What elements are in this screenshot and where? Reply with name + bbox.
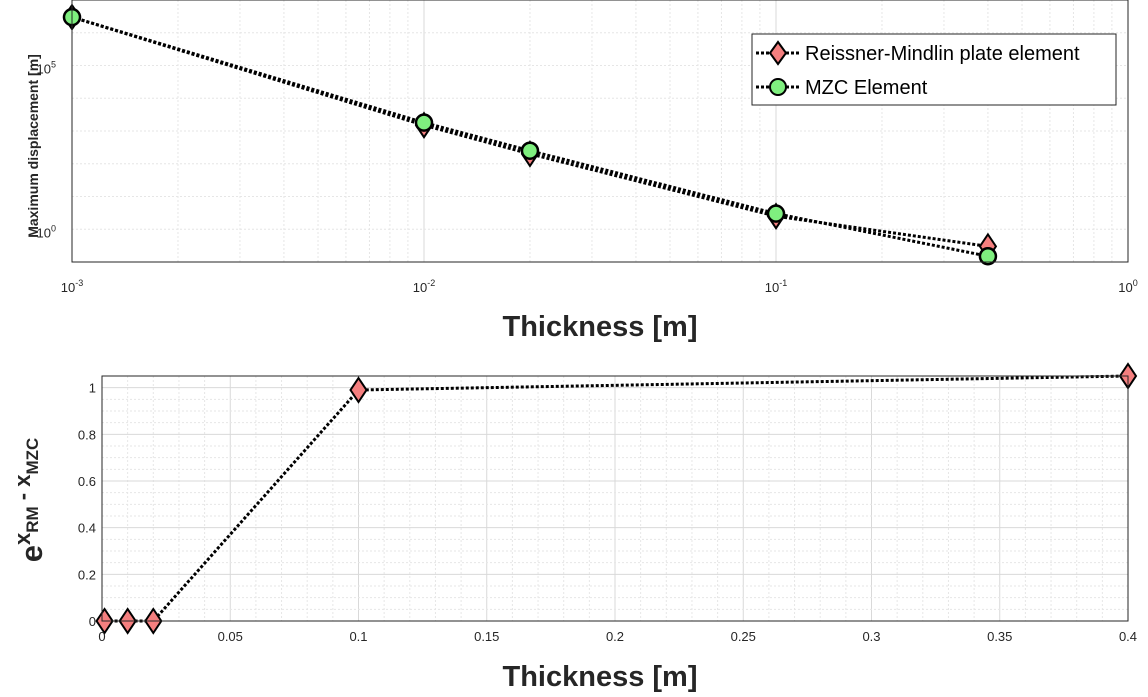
- bottom-x-tick-label: 0.2: [606, 629, 624, 644]
- top-y-tick-labels: 105 100: [37, 60, 56, 241]
- legend-label-mzc: MZC Element: [805, 77, 928, 99]
- bottom-y-axis-label: exRM - xMZC: [10, 438, 49, 563]
- legend-box: [751, 33, 1117, 106]
- top-x-tick-label: 10-2: [413, 278, 435, 295]
- top-x-tick-label: 10-1: [765, 278, 787, 295]
- ylabel-mid: - x: [10, 474, 35, 507]
- top-x-axis-label: Thickness [m]: [503, 311, 698, 343]
- bottom-y-tick-labels: 0 0.2 0.4 0.6 0.8 1: [78, 381, 96, 629]
- legend-marker-mzc: [769, 78, 787, 96]
- bottom-x-tick-label: 0.3: [862, 629, 880, 644]
- top-chart: 10-3 10-2 10-1 100 105 100 Thickness [m] Max…: [25, 0, 1138, 343]
- bottom-axes-box: [101, 375, 1129, 622]
- bottom-x-tick-label: 0.1: [349, 629, 367, 644]
- bottom-x-tick-label: 0.4: [1119, 629, 1137, 644]
- top-x-tick-labels: 10-3 10-2 10-1 100: [61, 278, 1138, 295]
- top-y-tick-label: 105: [37, 60, 56, 77]
- bottom-y-tick-label: 1: [89, 381, 96, 396]
- bottom-x-tick-label: 0.15: [474, 629, 499, 644]
- legend-marker-rm: [768, 40, 788, 66]
- bottom-x-tick-label: 0.25: [731, 629, 756, 644]
- top-axes-box: [71, 0, 1129, 263]
- bottom-x-axis-label: Thickness [m]: [503, 661, 698, 693]
- top-y-axis-label: Maximum displacement [m]: [25, 54, 41, 238]
- top-y-tick-label: 100: [37, 223, 56, 240]
- bottom-y-tick-label: 0: [89, 614, 96, 629]
- bottom-chart: 0 0.05 0.1 0.15 0.2 0.25 0.3 0.35 0.4 0 0.2 0.4 0.6…: [10, 362, 1138, 693]
- bottom-y-tick-label: 0.4: [78, 521, 96, 536]
- legend-entry-mzc: MZC Element: [756, 77, 928, 99]
- ylabel-mid-sub: MZC: [23, 438, 42, 475]
- top-point-mzc: [520, 141, 540, 160]
- bottom-y-tick-label: 0.8: [78, 427, 96, 442]
- top-point-mzc: [978, 246, 998, 266]
- legend: Reissner-Mindlin plate element MZC Eleme…: [751, 33, 1117, 106]
- legend-label-rm: Reissner-Mindlin plate element: [805, 43, 1080, 65]
- top-point-mzc: [766, 204, 786, 223]
- bottom-x-tick-label: 0.35: [987, 629, 1012, 644]
- top-x-tick-label: 10-3: [61, 278, 83, 295]
- top-point-mzc: [414, 113, 434, 132]
- ylabel-sup-sub: RM: [23, 506, 42, 532]
- top-series-markers: [62, 3, 998, 266]
- bottom-point: [349, 376, 368, 404]
- bottom-x-tick-labels: 0 0.05 0.1 0.15 0.2 0.25 0.3 0.35 0.4: [98, 629, 1137, 644]
- bottom-y-tick-label: 0.6: [78, 474, 96, 489]
- bottom-x-tick-label: 0: [98, 629, 105, 644]
- bottom-x-tick-label: 0.05: [218, 629, 243, 644]
- ylabel-base: e: [14, 545, 49, 562]
- top-x-tick-label: 100: [1118, 278, 1137, 295]
- legend-entry-rm: Reissner-Mindlin plate element: [756, 40, 1080, 66]
- ylabel-sup: x: [10, 532, 35, 545]
- bottom-y-tick-label: 0.2: [78, 567, 96, 582]
